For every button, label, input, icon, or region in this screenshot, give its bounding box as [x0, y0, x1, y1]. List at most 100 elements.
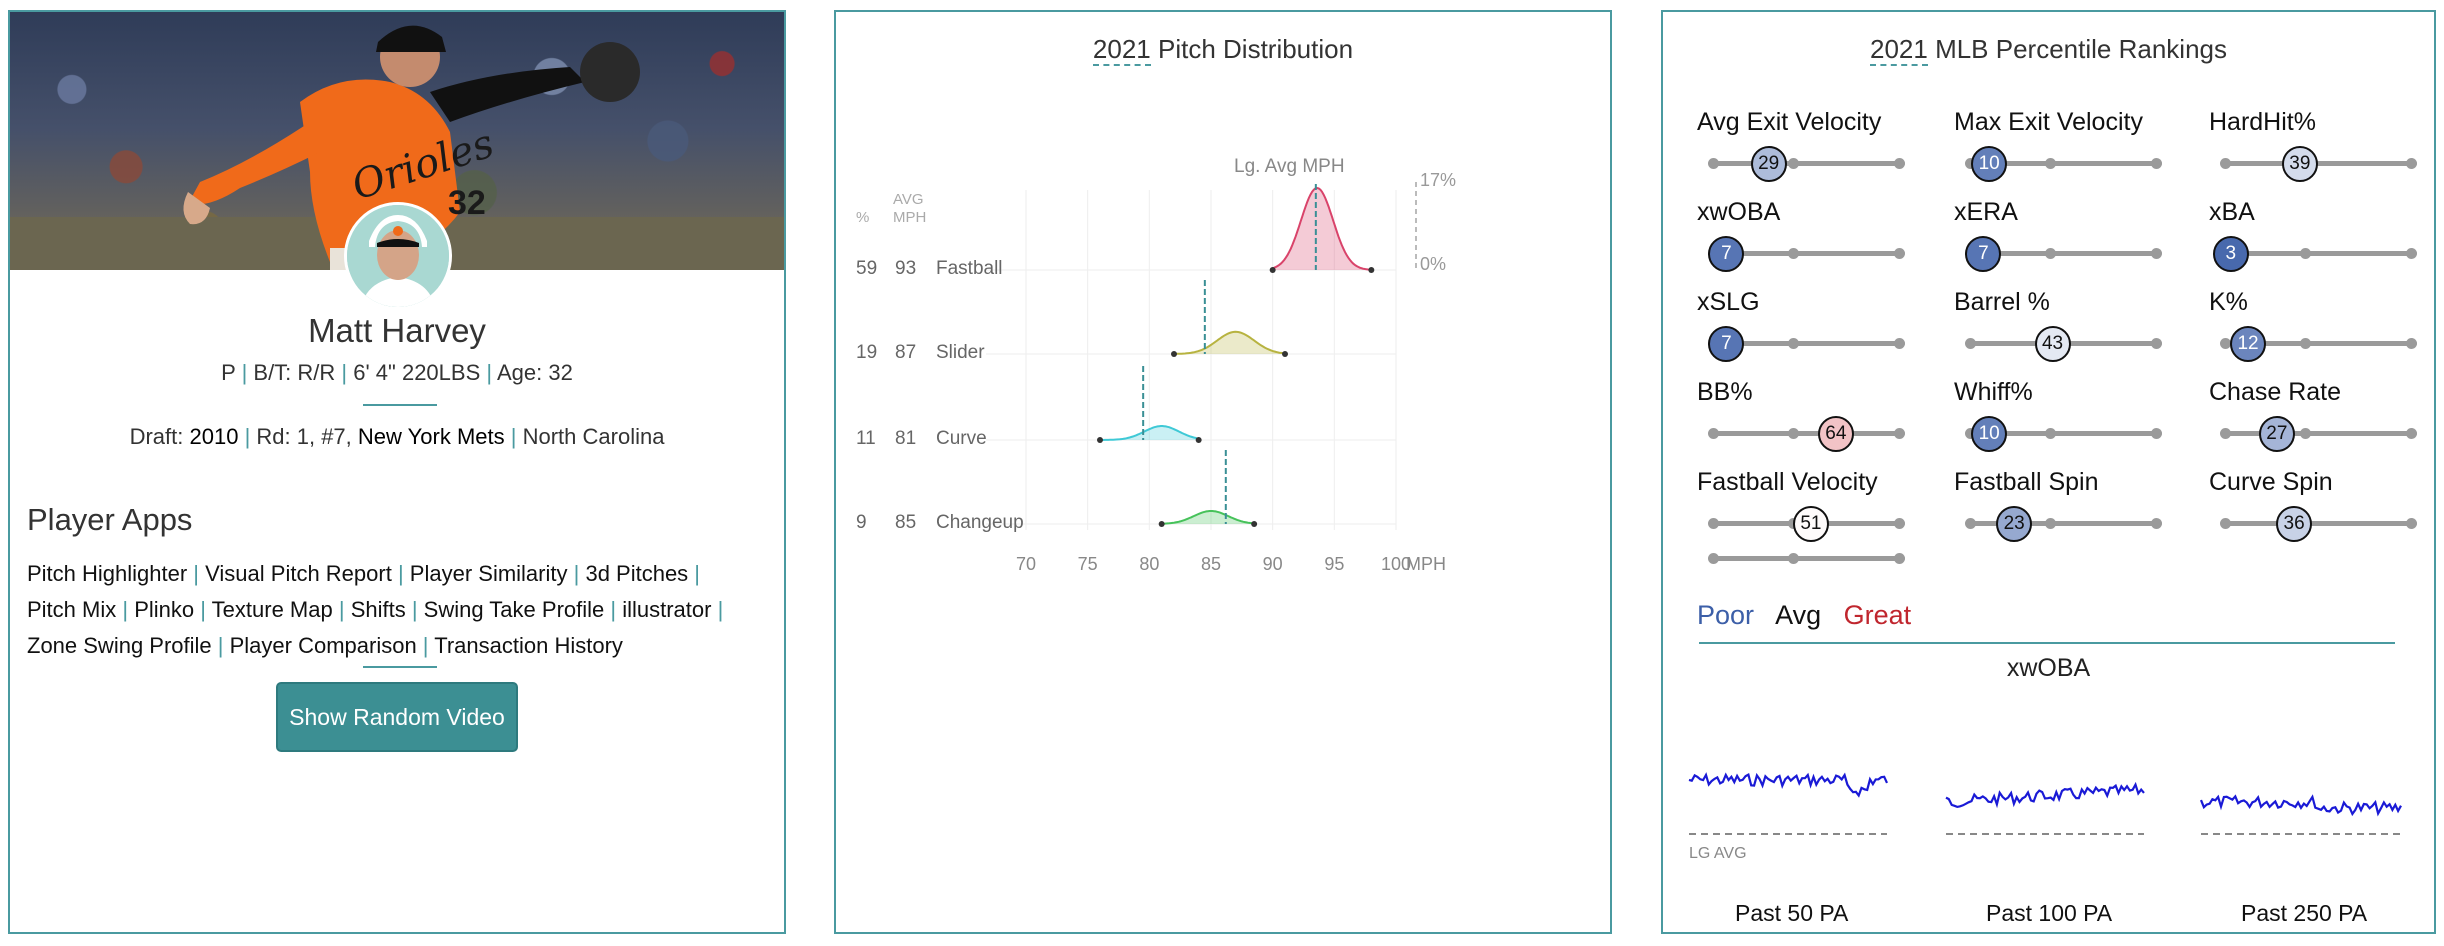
- app-link-zone-swing-profile[interactable]: Zone Swing Profile: [27, 633, 212, 658]
- percentile-bubble[interactable]: 64: [1817, 416, 1854, 452]
- metric-label: Avg Exit Velocity: [1697, 108, 1882, 136]
- app-link-illustrator[interactable]: illustrator: [622, 597, 712, 622]
- percentile-title: 2021 MLB Percentile Rankings: [1663, 34, 2434, 66]
- percentile-metric: Chase Rate 27: [2209, 378, 2434, 458]
- percentile-metric: Avg Exit Velocity 29: [1697, 108, 1927, 188]
- app-link-player-similarity[interactable]: Player Similarity: [409, 561, 568, 586]
- track-tick: [2220, 158, 2231, 169]
- age: Age: 32: [497, 360, 573, 385]
- percentile-bubble[interactable]: 3: [2212, 236, 2249, 272]
- col-avg-header: AVG: [893, 191, 924, 208]
- percentile-track: [2225, 341, 2417, 346]
- percentile-bubble[interactable]: 27: [2258, 416, 2295, 452]
- x-tick-label: 85: [1201, 554, 1221, 574]
- track-tick: [2406, 248, 2417, 259]
- x-tick-label: 80: [1139, 554, 1159, 574]
- col-pct-header: %: [856, 209, 869, 226]
- jersey-number: 32: [448, 184, 486, 222]
- app-link-texture-map[interactable]: Texture Map: [211, 597, 333, 622]
- percentile-bubble[interactable]: 7: [1708, 326, 1745, 362]
- metric-label: K%: [2209, 288, 2248, 316]
- percentile-bubble[interactable]: 36: [2276, 506, 2313, 542]
- percentile-metric: K% 12: [2209, 288, 2434, 368]
- app-link-swing-take-profile[interactable]: Swing Take Profile: [423, 597, 605, 622]
- track-tick: [2406, 518, 2417, 529]
- pitch-distribution-panel: 2021 Pitch Distribution Lg. Avg MPH AVG MP…: [834, 10, 1612, 934]
- window-label-250: Past 250 PA: [2241, 900, 2368, 926]
- apps-list: Pitch Highlighter | Visual Pitch Report …: [27, 561, 724, 658]
- app-link-pitch-highlighter[interactable]: Pitch Highlighter: [27, 561, 188, 586]
- app-link-3d-pitches[interactable]: 3d Pitches: [585, 561, 689, 586]
- percentile-metric: Barrel % 43: [1954, 288, 2184, 368]
- percentile-metric: Fastball Velocity 51: [1697, 468, 1927, 548]
- window-label-100: Past 100 PA: [1986, 900, 2113, 926]
- percentile-bubble[interactable]: 43: [2034, 326, 2071, 362]
- track-tick: [2406, 158, 2417, 169]
- pitch-density-line: [1174, 330, 1286, 355]
- pitch-density-line: [1272, 186, 1372, 271]
- percentile-bubble[interactable]: 39: [2281, 146, 2318, 182]
- track-tick: [1894, 338, 1905, 349]
- x-tick-label: 70: [1016, 554, 1036, 574]
- metric-label: BB%: [1697, 378, 1753, 406]
- legend-poor: Poor: [1697, 600, 1755, 630]
- xwoba-rolling-line: [2199, 794, 2402, 817]
- school: North Carolina: [522, 424, 665, 449]
- metric-label: Chase Rate: [2209, 378, 2342, 406]
- app-link-plinko[interactable]: Plinko: [134, 597, 195, 622]
- track-tick: [1708, 518, 1719, 529]
- percentile-metric: xSLG 7: [1697, 288, 1927, 368]
- pitch-density-area: [1272, 188, 1372, 270]
- app-link-transaction-history[interactable]: Transaction History: [434, 633, 623, 658]
- x-tick-label: 75: [1078, 554, 1098, 574]
- percentile-metric: HardHit% 39: [2209, 108, 2434, 188]
- legend-great: Great: [1843, 600, 1912, 630]
- percentile-bubble[interactable]: 10: [1971, 146, 2008, 182]
- draft-year: 2010: [189, 424, 239, 449]
- app-link-player-comparison[interactable]: Player Comparison: [229, 633, 417, 658]
- pitch-name: Changeup: [936, 512, 1024, 533]
- title-year-link[interactable]: 2021: [1870, 34, 1928, 66]
- track-tick: [1965, 518, 1976, 529]
- pitch-name: Fastball: [936, 258, 1003, 279]
- percentile-metric: xBA 3: [2209, 198, 2434, 278]
- percentile-bubble[interactable]: 10: [1971, 416, 2008, 452]
- title-year-link[interactable]: 2021: [1092, 34, 1151, 66]
- percentile-bubble[interactable]: 51: [1792, 506, 1829, 542]
- percentile-track: [1970, 161, 2162, 166]
- percentile-bubble[interactable]: 7: [1965, 236, 2002, 272]
- app-link-visual-pitch-report[interactable]: Visual Pitch Report: [205, 561, 392, 586]
- percentile-track: [1713, 161, 1905, 166]
- metric-label: Whiff%: [1954, 378, 2033, 406]
- x-axis-unit: MPH: [1406, 554, 1446, 574]
- pitch-range-min: [1269, 267, 1276, 273]
- track-tick: [1965, 338, 1976, 349]
- app-link-shifts[interactable]: Shifts: [350, 597, 406, 622]
- title-text: Pitch Distribution: [1150, 34, 1354, 64]
- percentile-metric: Curve Spin 36: [2209, 468, 2434, 548]
- title-text: MLB Percentile Rankings: [1927, 34, 2227, 64]
- position: P: [221, 360, 236, 385]
- track-tick: [1788, 338, 1799, 349]
- track-tick: [1708, 158, 1719, 169]
- percentile-track: [1713, 341, 1905, 346]
- pitch-distribution-title: 2021 Pitch Distribution: [836, 34, 1610, 66]
- percentile-bubble[interactable]: 7: [1708, 236, 1745, 272]
- app-link-pitch-mix[interactable]: Pitch Mix: [27, 597, 117, 622]
- metric-label: xwOBA: [1697, 198, 1781, 226]
- track-tick: [2045, 248, 2056, 259]
- player-bio: P | B/T: R/R | 6' 4" 220LBS | Age: 32: [221, 360, 573, 385]
- track-tick: [2151, 248, 2162, 259]
- percentile-bubble[interactable]: 29: [1750, 146, 1787, 182]
- lg-avg-label: LG AVG: [1689, 845, 1747, 862]
- pitch-pct: 11: [856, 428, 876, 449]
- pitch-pct: 19: [856, 342, 877, 363]
- percentile-track: [1970, 251, 2162, 256]
- percentile-bubble[interactable]: 23: [1996, 506, 2033, 542]
- apps-title: Player Apps: [27, 502, 193, 537]
- percentile-bubble[interactable]: 12: [2230, 326, 2267, 362]
- show-random-video-button[interactable]: Show Random Video: [276, 682, 518, 752]
- percentile-track: [2225, 431, 2417, 436]
- track-tick: [2220, 518, 2231, 529]
